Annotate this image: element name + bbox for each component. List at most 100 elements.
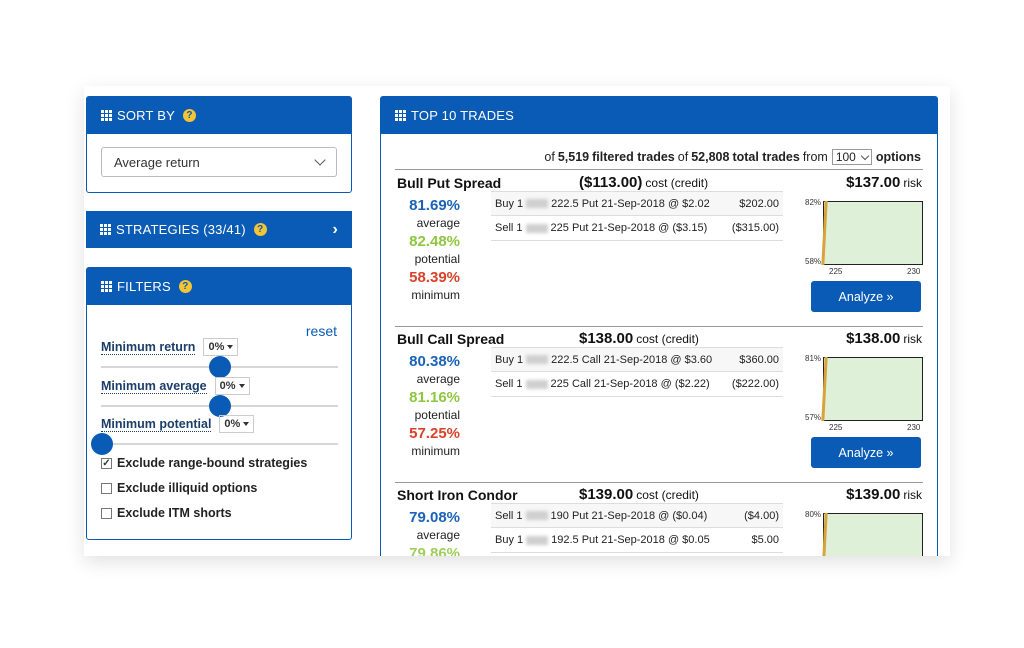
summary-text: total trades — [732, 150, 800, 164]
checkbox[interactable] — [101, 482, 112, 494]
reset-link[interactable]: reset — [305, 323, 337, 339]
potential-value: 81.16% — [409, 389, 460, 406]
slider-handle[interactable] — [209, 356, 231, 378]
help-icon[interactable]: ? — [183, 109, 196, 122]
trade-stats: 79.08% average 79.86% — [395, 509, 460, 556]
caret-down-icon — [243, 422, 250, 426]
min-average-select[interactable]: 0% — [214, 377, 250, 395]
average-value: 79.08% — [409, 509, 460, 526]
payoff-chart: 82% 58% 225 230 — [805, 191, 923, 277]
strategies-panel[interactable]: STRATEGIES (33/41) ? › — [86, 211, 352, 248]
risk-value: $137.00 — [846, 174, 901, 191]
trade-legs: Sell 1 190 Put 21-Sep-2018 @ ($0.04) ($4.0… — [491, 503, 783, 553]
divider — [395, 326, 923, 327]
grid-icon — [395, 110, 406, 121]
leg-row: Buy 1 222.5 Put 21-Sep-2018 @ $2.02 $202.0… — [491, 191, 783, 216]
ticker-redacted — [525, 511, 548, 520]
chart-y-max: 82% — [805, 198, 822, 207]
divider — [395, 482, 923, 483]
sort-header: SORT BY ? — [87, 97, 351, 134]
ticker-redacted — [525, 379, 548, 389]
grid-icon — [101, 281, 112, 292]
min-return-label: Minimum return — [101, 339, 196, 355]
chart-y-max: 80% — [805, 510, 822, 519]
trade-cost: $139.00 cost (credit) — [579, 486, 699, 503]
cost-label: cost (credit) — [645, 176, 709, 190]
sort-panel: SORT BY ? Average return — [86, 96, 352, 193]
leg-row: Buy 1 192.5 Put 21-Sep-2018 @ $0.05 $5.00 — [491, 528, 783, 553]
summary-text: of — [677, 150, 689, 164]
trade-risk: $137.00 risk — [846, 174, 922, 191]
leg-amount: $360.00 — [739, 353, 779, 366]
sort-title: SORT BY — [117, 108, 175, 123]
min-average-slider[interactable] — [101, 395, 338, 417]
leg-action: Buy 1 — [495, 197, 524, 210]
summary-text: of — [544, 150, 555, 164]
trade-legs: Buy 1 222.5 Call 21-Sep-2018 @ $3.60 $360.… — [491, 347, 783, 397]
chevron-right-icon[interactable]: › — [332, 220, 338, 238]
filters-header: FILTERS ? — [87, 268, 351, 305]
options-count-value: 100 — [835, 150, 856, 164]
caret-down-icon — [238, 384, 245, 388]
trade-cost: ($113.00) cost (credit) — [579, 174, 708, 191]
leg-amount: ($222.00) — [731, 378, 779, 390]
slider-handle[interactable] — [91, 433, 113, 455]
filtered-count: 5,519 — [557, 150, 590, 164]
potential-label: potential — [414, 408, 460, 422]
chart-area — [823, 513, 923, 556]
analyze-button[interactable]: Analyze » — [811, 281, 921, 312]
help-icon[interactable]: ? — [253, 223, 267, 236]
chart-y-min: 57% — [805, 413, 822, 422]
leg-detail: 222.5 Call 21-Sep-2018 @ $3.60 — [551, 353, 713, 366]
minimum-value: 57.25% — [409, 425, 460, 442]
min-potential-label: Minimum potential — [101, 416, 212, 432]
trades-panel: TOP 10 TRADES of 5,519 filtered trades o… — [380, 96, 938, 556]
leg-row: Sell 1 225 Put 21-Sep-2018 @ ($3.15) ($315… — [491, 216, 783, 241]
min-potential-slider[interactable] — [91, 433, 338, 455]
leg-action: Sell 1 — [495, 509, 523, 522]
checkbox-label: Exclude illiquid options — [117, 481, 258, 495]
payoff-chart: 80% — [805, 503, 923, 556]
analyze-button[interactable]: Analyze » — [811, 437, 921, 468]
chart-area — [823, 201, 923, 265]
leg-row: Sell 1 225 Call 21-Sep-2018 @ ($2.22) ($22… — [491, 372, 783, 397]
trade-stats: 80.38% average 81.16% potential 57.25% m… — [395, 353, 460, 461]
grid-icon — [101, 110, 112, 121]
divider — [395, 169, 923, 170]
chevron-down-icon — [314, 154, 326, 166]
sort-select[interactable]: Average return — [101, 147, 337, 177]
minimum-label: minimum — [411, 444, 460, 458]
checkbox-label: Exclude ITM shorts — [117, 506, 232, 520]
average-value: 81.69% — [409, 197, 460, 214]
leg-amount: $5.00 — [751, 534, 779, 546]
checkbox[interactable]: ✓ — [101, 457, 112, 469]
min-return-slider[interactable] — [101, 356, 338, 378]
slider-handle[interactable] — [209, 395, 231, 417]
min-return-row: Minimum return 0% — [101, 338, 239, 356]
trade-card: Bull Call Spread $138.00 cost (credit) $1… — [395, 330, 925, 486]
options-count-select[interactable]: 100 — [831, 149, 872, 165]
exclude-range-bound-option[interactable]: ✓ Exclude range-bound strategies — [101, 456, 307, 470]
caret-down-icon — [227, 345, 234, 349]
trade-legs: Buy 1 222.5 Put 21-Sep-2018 @ $2.02 $202.0… — [491, 191, 783, 241]
grid-icon — [100, 224, 111, 235]
exclude-illiquid-option[interactable]: Exclude illiquid options — [101, 481, 257, 495]
min-return-value: 0% — [208, 341, 225, 353]
help-icon[interactable]: ? — [178, 280, 192, 293]
cost-value: ($113.00) — [579, 174, 643, 191]
checkbox[interactable] — [101, 507, 112, 519]
cost-label: cost (credit) — [636, 488, 699, 502]
strategies-title: STRATEGIES (33/41) — [116, 222, 246, 237]
exclude-itm-option[interactable]: Exclude ITM shorts — [101, 506, 232, 520]
total-count: 52,808 — [691, 150, 730, 164]
trade-stats: 81.69% average 82.48% potential 58.39% m… — [395, 197, 460, 305]
leg-row: Buy 1 222.5 Call 21-Sep-2018 @ $3.60 $360.… — [491, 347, 783, 372]
screenshot-frame: SORT BY ? Average return STRATEGIES (33/… — [84, 86, 950, 556]
strategies-header[interactable]: STRATEGIES (33/41) ? › — [86, 211, 352, 248]
leg-detail: 222.5 Put 21-Sep-2018 @ $2.02 — [551, 197, 710, 210]
chart-x-tick: 230 — [907, 267, 921, 276]
leg-row: Sell 1 190 Put 21-Sep-2018 @ ($0.04) ($4.0… — [491, 503, 783, 528]
min-potential-select[interactable]: 0% — [219, 415, 255, 433]
payoff-chart: 81% 57% 225 230 — [805, 347, 923, 433]
min-return-select[interactable]: 0% — [203, 338, 239, 356]
